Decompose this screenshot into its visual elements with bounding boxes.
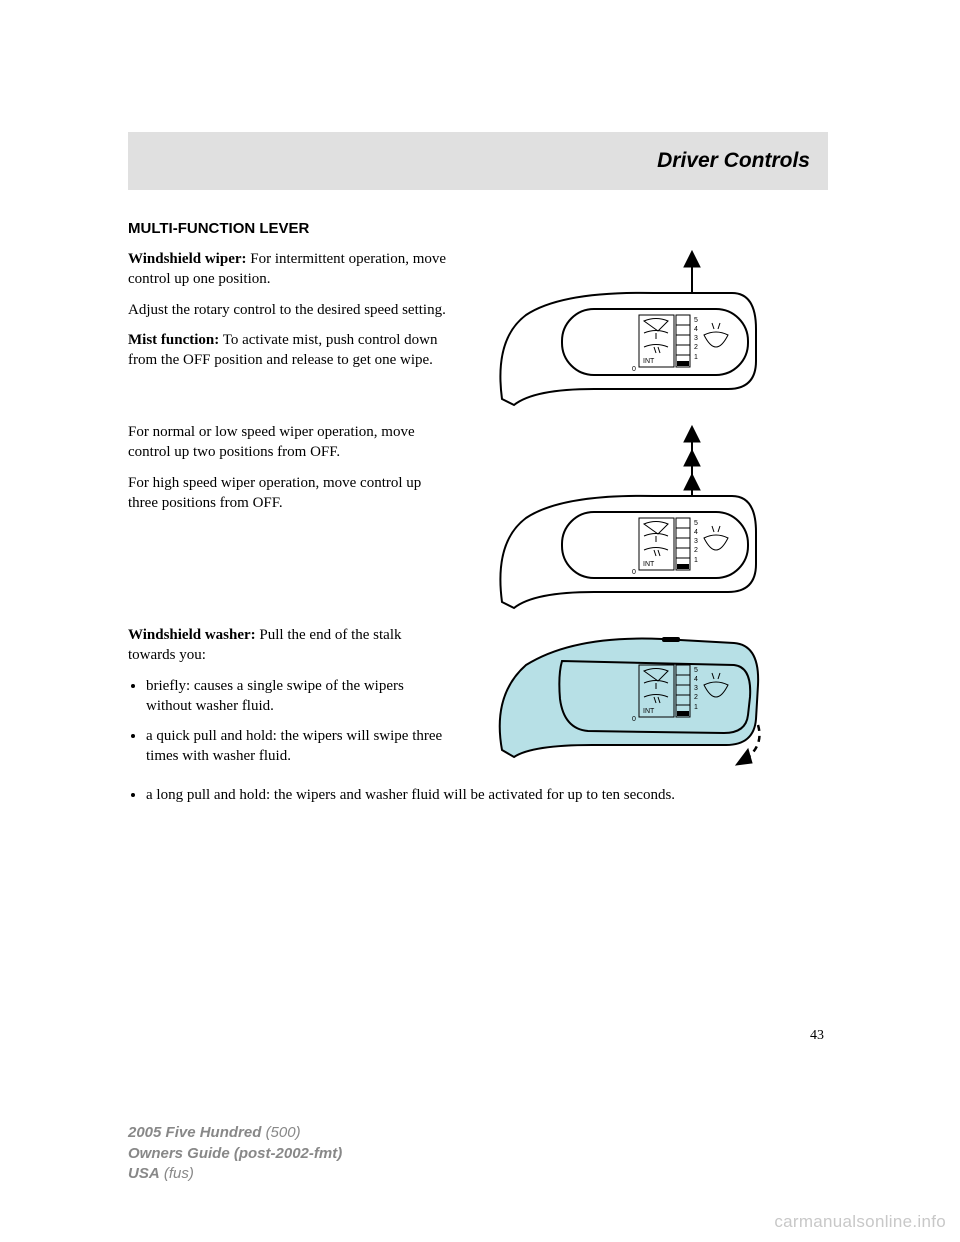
section-heading: MULTI-FUNCTION LEVER bbox=[128, 220, 828, 237]
watermark: carmanualsonline.info bbox=[774, 1212, 946, 1232]
svg-text:2: 2 bbox=[694, 547, 698, 554]
footer-region: USA bbox=[128, 1165, 160, 1182]
b1-p3-strong: Mist function: bbox=[128, 332, 219, 348]
b3-bullet-0: briefly: causes a single swipe of the wi… bbox=[146, 676, 448, 717]
b1-p2: Adjust the rotary control to the desired… bbox=[128, 300, 448, 320]
svg-text:1: 1 bbox=[694, 557, 698, 564]
footer: 2005 Five Hundred (500) Owners Guide (po… bbox=[128, 1123, 342, 1184]
svg-text:1: 1 bbox=[694, 704, 698, 711]
block-3-text: Windshield washer: Pull the end of the s… bbox=[128, 625, 448, 777]
svg-text:5: 5 bbox=[694, 317, 698, 324]
svg-text:5: 5 bbox=[694, 520, 698, 527]
content-area: MULTI-FUNCTION LEVER Windshield wiper: F… bbox=[128, 220, 828, 815]
svg-text:0: 0 bbox=[632, 366, 636, 373]
lever-diagram-3: INT 0 5 4 3 2 1 bbox=[484, 625, 784, 775]
b1-p3: Mist function: To activate mist, push co… bbox=[128, 330, 448, 371]
header-title: Driver Controls bbox=[657, 149, 810, 173]
svg-text:INT: INT bbox=[643, 708, 655, 715]
svg-text:0: 0 bbox=[632, 716, 636, 723]
block-2-diagram: INT 0 5 4 3 2 1 bbox=[464, 422, 804, 617]
block-1: Windshield wiper: For intermittent opera… bbox=[128, 249, 828, 414]
lever-diagram-2: INT 0 5 4 3 2 1 bbox=[484, 422, 784, 617]
footer-line-3: USA (fus) bbox=[128, 1164, 342, 1184]
svg-text:3: 3 bbox=[694, 685, 698, 692]
b2-p2: For high speed wiper operation, move con… bbox=[128, 473, 448, 514]
footer-code: (500) bbox=[266, 1124, 301, 1141]
b3-bullets-cont: a long pull and hold: the wipers and was… bbox=[128, 785, 836, 805]
svg-text:4: 4 bbox=[694, 676, 698, 683]
b1-p1-strong: Windshield wiper: bbox=[128, 251, 247, 267]
footer-model: 2005 Five Hundred bbox=[128, 1124, 261, 1141]
block-1-text: Windshield wiper: For intermittent opera… bbox=[128, 249, 448, 380]
svg-text:INT: INT bbox=[643, 358, 655, 365]
footer-line-2: Owners Guide (post-2002-fmt) bbox=[128, 1144, 342, 1164]
block-2-text: For normal or low speed wiper operation,… bbox=[128, 422, 448, 523]
b1-p1: Windshield wiper: For intermittent opera… bbox=[128, 249, 448, 290]
svg-text:0: 0 bbox=[632, 569, 636, 576]
svg-text:1: 1 bbox=[694, 354, 698, 361]
block-3: Windshield washer: Pull the end of the s… bbox=[128, 625, 828, 777]
header-band: Driver Controls bbox=[128, 132, 828, 190]
b3-bullets: briefly: causes a single swipe of the wi… bbox=[128, 676, 448, 767]
footer-line-1: 2005 Five Hundred (500) bbox=[128, 1123, 342, 1143]
svg-text:4: 4 bbox=[694, 529, 698, 536]
page: Driver Controls MULTI-FUNCTION LEVER Win… bbox=[0, 0, 960, 1242]
block-1-diagram: INT 0 5 4 3 2 1 bbox=[464, 249, 804, 414]
b3-p1-strong: Windshield washer: bbox=[128, 627, 256, 643]
b3-p1: Windshield washer: Pull the end of the s… bbox=[128, 625, 448, 666]
page-number: 43 bbox=[810, 1028, 824, 1044]
b3-bullet-1: a quick pull and hold: the wipers will s… bbox=[146, 726, 448, 767]
b2-p1: For normal or low speed wiper operation,… bbox=[128, 422, 448, 463]
svg-text:2: 2 bbox=[694, 344, 698, 351]
block-2: For normal or low speed wiper operation,… bbox=[128, 422, 828, 617]
footer-region-code: (fus) bbox=[164, 1165, 194, 1182]
lever-diagram-1: INT 0 5 4 3 2 1 bbox=[484, 249, 784, 414]
b3-bullet-2: a long pull and hold: the wipers and was… bbox=[146, 785, 836, 805]
svg-text:4: 4 bbox=[694, 326, 698, 333]
svg-text:2: 2 bbox=[694, 694, 698, 701]
block-3-diagram: INT 0 5 4 3 2 1 bbox=[464, 625, 804, 775]
svg-text:INT: INT bbox=[643, 561, 655, 568]
svg-text:3: 3 bbox=[694, 335, 698, 342]
svg-text:3: 3 bbox=[694, 538, 698, 545]
svg-text:5: 5 bbox=[694, 667, 698, 674]
